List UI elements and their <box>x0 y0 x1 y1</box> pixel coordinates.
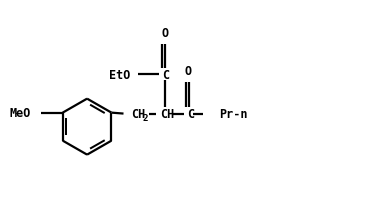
Text: CH: CH <box>160 107 175 120</box>
Text: CH: CH <box>131 107 145 120</box>
Text: O: O <box>184 65 191 78</box>
Text: 2: 2 <box>142 113 148 122</box>
Text: Pr-n: Pr-n <box>219 107 248 120</box>
Text: C: C <box>187 107 195 120</box>
Text: C: C <box>162 68 169 81</box>
Text: MeO: MeO <box>9 107 31 120</box>
Text: O: O <box>162 27 169 40</box>
Text: EtO: EtO <box>109 68 130 81</box>
